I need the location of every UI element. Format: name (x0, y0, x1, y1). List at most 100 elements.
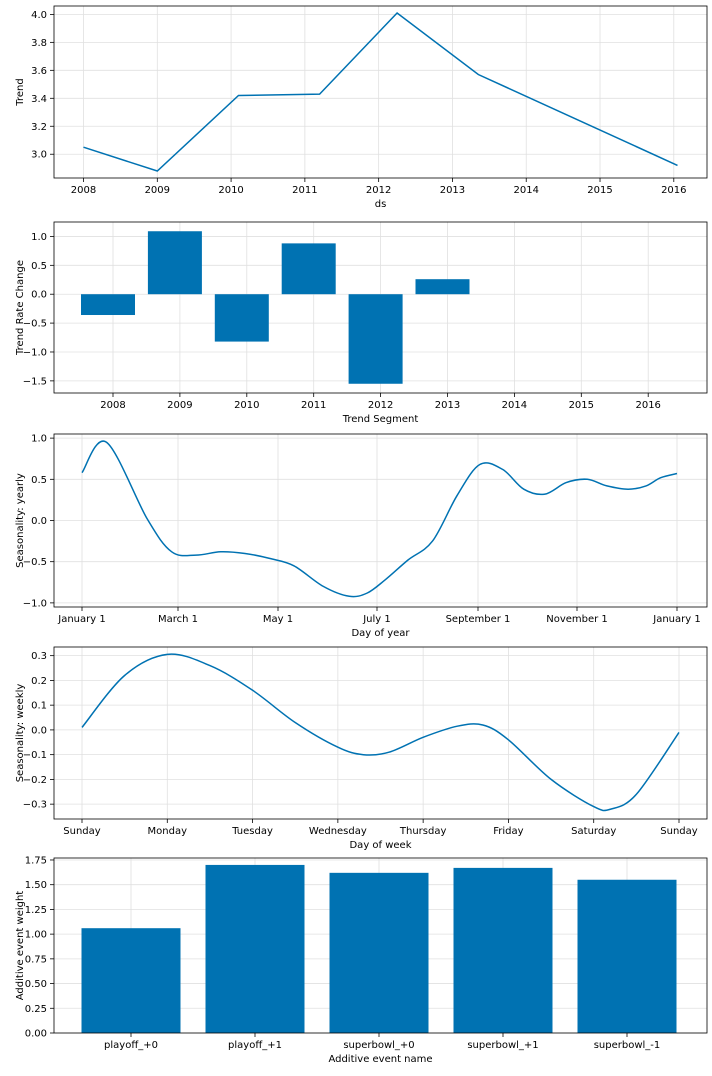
series-line (81, 440, 678, 598)
x-tick-label: 2011 (292, 185, 317, 196)
bar (415, 279, 470, 295)
x-axis-label: Additive event name (328, 1054, 432, 1065)
x-tick-label: 2008 (100, 400, 125, 411)
x-tick-label: 2012 (366, 185, 391, 196)
x-tick-label: Thursday (399, 826, 447, 837)
x-tick-label: playoff_+1 (228, 1040, 282, 1051)
bar (205, 864, 305, 1033)
y-tick-label: 0.50 (25, 979, 47, 990)
x-tick-label: playoff_+0 (104, 1040, 158, 1051)
y-tick-label: −0.5 (23, 319, 47, 330)
x-axis-label: Day of week (349, 840, 411, 851)
y-tick-label: 3.6 (31, 66, 47, 77)
y-tick-label: −1.0 (23, 598, 47, 609)
x-tick-label: January 1 (652, 614, 700, 625)
y-axis-label: Trend (15, 78, 26, 106)
x-tick-label: 2014 (502, 400, 527, 411)
x-tick-label: 2011 (301, 400, 326, 411)
x-tick-label: 2015 (569, 400, 594, 411)
x-tick-label: September 1 (446, 614, 511, 625)
x-tick-label: 2013 (440, 185, 465, 196)
x-axis-label: ds (375, 199, 387, 210)
bar (81, 928, 181, 1033)
x-tick-label: Sunday (63, 826, 100, 837)
y-tick-label: 1.00 (25, 930, 47, 941)
x-tick-label: March 1 (158, 614, 198, 625)
x-tick-label: July 1 (362, 614, 391, 625)
chart-trend-rate-change: 1.0 0.5 0.0 −0.5 −1.0 −1.5 2008 2009 2010 2011 201… (15, 221, 708, 425)
x-tick-label: 2009 (167, 400, 192, 411)
y-tick-label: 0.5 (31, 261, 47, 272)
y-tick-label: −1.0 (23, 347, 47, 358)
y-tick-label: 1.0 (31, 434, 47, 445)
y-tick-label: 1.25 (25, 905, 47, 916)
y-tick-label: 0.5 (31, 475, 47, 486)
x-tick-label: Wednesday (309, 826, 367, 837)
y-tick-label: 1.50 (25, 880, 47, 891)
x-tick-label: 2012 (368, 400, 393, 411)
chart-event-weights: 1.75 1.50 1.25 1.00 0.75 0.50 0.25 0.00 playoff_… (15, 855, 708, 1065)
x-tick-label: superbowl_+1 (467, 1040, 538, 1051)
axes-frame (53, 5, 708, 179)
bar (329, 872, 429, 1033)
y-axis-label: Seasonality: weekly (15, 684, 26, 783)
bar (281, 243, 336, 295)
x-tick-label: May 1 (263, 614, 293, 625)
y-tick-label: 0.2 (31, 676, 47, 687)
y-tick-label: 0.0 (31, 725, 47, 736)
y-tick-label: −0.2 (23, 775, 47, 786)
bar (453, 867, 553, 1033)
x-tick-label: 2015 (587, 185, 612, 196)
y-tick-label: 3.0 (31, 150, 47, 161)
x-tick-label: 2016 (661, 185, 686, 196)
series-line (81, 653, 680, 812)
chart-seasonality-yearly: 1.0 0.5 0.0 −0.5 −1.0 January 1 March 1 May 1 Ju… (15, 433, 708, 639)
chart-trend: 3.0 3.2 3.4 3.6 3.8 4.0 2008 2009 2010 2011 2012 20… (15, 5, 708, 210)
axes-frame (53, 857, 708, 1034)
x-tick-label: Monday (148, 826, 188, 837)
y-tick-label: 0.0 (31, 516, 47, 527)
x-tick-label: Saturday (571, 826, 616, 837)
y-axis-label: Additive event weight (15, 891, 26, 1001)
y-tick-label: 4.0 (31, 10, 47, 21)
x-tick-label: 2010 (218, 185, 243, 196)
x-tick-label: Tuesday (231, 826, 273, 837)
axes-frame (53, 646, 708, 820)
y-axis-label: Seasonality: yearly (15, 473, 26, 568)
bar (214, 294, 269, 342)
axes-frame (53, 221, 708, 394)
y-tick-label: 3.8 (31, 38, 47, 49)
y-tick-label: 3.2 (31, 122, 47, 133)
y-tick-label: 0.3 (31, 651, 47, 662)
y-tick-label: 0.0 (31, 290, 47, 301)
bar (81, 294, 135, 316)
y-tick-label: 1.75 (25, 855, 47, 866)
y-tick-label: 0.00 (25, 1029, 47, 1040)
y-tick-label: 0.1 (31, 701, 47, 712)
chart-seasonality-weekly: 0.3 0.2 0.1 0.0 −0.1 −0.2 −0.3 Sunday Monday Tues… (15, 646, 708, 851)
y-axis-label: Trend Rate Change (15, 260, 26, 356)
x-tick-label: Sunday (660, 826, 697, 837)
bar (577, 879, 677, 1033)
y-tick-label: 1.0 (31, 232, 47, 243)
x-tick-label: Friday (493, 826, 523, 837)
x-tick-label: November 1 (546, 614, 608, 625)
y-tick-label: −0.3 (23, 800, 47, 811)
x-tick-label: superbowl_+0 (343, 1040, 414, 1051)
x-axis-label: Day of year (351, 628, 410, 639)
y-tick-label: 0.25 (25, 1004, 47, 1015)
x-axis-label: Trend Segment (342, 414, 419, 425)
x-tick-label: superbowl_-1 (594, 1040, 661, 1051)
axes-frame (53, 433, 708, 608)
bar (147, 231, 202, 295)
x-tick-label: January 1 (57, 614, 105, 625)
x-tick-label: 2014 (513, 185, 538, 196)
x-tick-label: 2013 (435, 400, 460, 411)
y-tick-label: −0.1 (23, 750, 47, 761)
x-tick-label: 2008 (71, 185, 96, 196)
y-tick-label: −0.5 (23, 557, 47, 568)
x-tick-label: 2016 (635, 400, 660, 411)
series-line (83, 11, 678, 172)
